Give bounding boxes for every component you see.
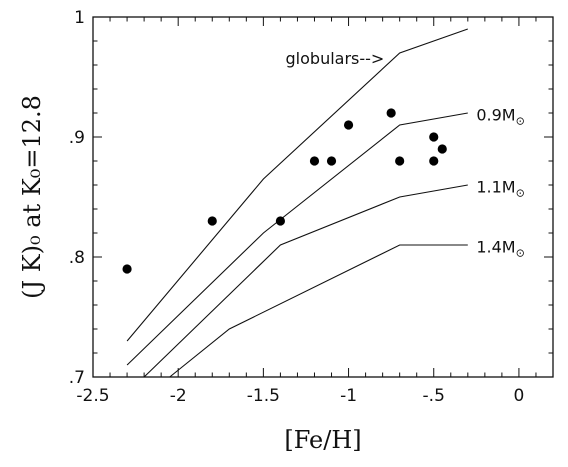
data-point: [326, 156, 337, 166]
model-line: [143, 184, 468, 378]
data-point: [429, 156, 439, 166]
data-point: [309, 156, 320, 166]
x-axis-title: [Fe/H]: [284, 426, 361, 454]
data-point: [275, 216, 286, 226]
data-point: [207, 216, 217, 226]
x-tick-label: -1: [340, 386, 357, 406]
data-point: [343, 120, 354, 130]
line-label: globulars-->: [286, 49, 385, 68]
y-tick-label: .8: [69, 248, 85, 268]
plot-frame: [92, 16, 554, 378]
solar-mass-symbol: ⊙: [516, 246, 525, 259]
y-tick-label: 1: [74, 8, 85, 28]
solar-mass-symbol: ⊙: [516, 114, 525, 127]
solar-mass-symbol: ⊙: [516, 186, 525, 199]
model-line: [169, 244, 468, 378]
y-axis-title: (J K)₀ at K₀=12.8: [18, 95, 46, 299]
x-tick-label: 0: [514, 386, 525, 406]
data-points: [122, 108, 447, 274]
line-label: 1.4M⊙: [476, 237, 524, 259]
data-point: [122, 264, 132, 274]
y-tick-label: .7: [69, 368, 85, 388]
data-point: [386, 108, 396, 118]
model-line: [126, 28, 468, 342]
line-label: 0.9M⊙: [476, 105, 524, 127]
data-point: [429, 132, 439, 142]
line-label: 1.1M⊙: [476, 177, 524, 199]
data-point: [437, 144, 447, 154]
x-tick-label: -1.5: [247, 386, 280, 406]
x-tick-label: -2.5: [76, 386, 109, 406]
model-line: [126, 112, 468, 366]
y-tick-label: .9: [69, 128, 85, 148]
ticks: -2.5 -2 -1.5 -1 -.5 0 .7 .8 .9 1: [69, 8, 554, 406]
x-tick-label: -.5: [423, 386, 445, 406]
data-point: [395, 156, 405, 166]
model-lines: [126, 28, 468, 378]
line-labels: globulars--> 0.9M⊙ 1.1M⊙ 1.4M⊙: [286, 49, 525, 259]
x-tick-label: -2: [170, 386, 187, 406]
